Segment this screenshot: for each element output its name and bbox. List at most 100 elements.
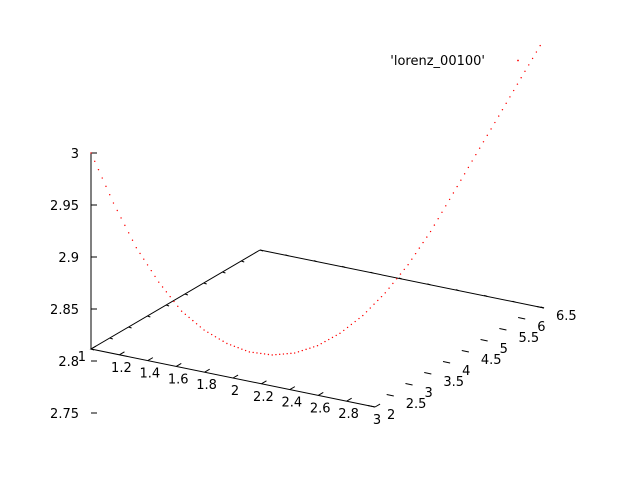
- data-point: [286, 353, 288, 355]
- y-front-tick: [128, 326, 132, 329]
- data-point: [143, 258, 145, 260]
- data-point: [478, 147, 481, 149]
- z-tick-label: 2.8: [58, 355, 79, 370]
- y-tick-label: 4: [462, 364, 470, 379]
- x-tick: [346, 397, 352, 402]
- y-front-tick: [222, 271, 226, 274]
- x-back-tick: [512, 300, 516, 303]
- x-tick: [204, 368, 210, 373]
- data-point: [343, 329, 345, 332]
- data-point: [369, 307, 371, 309]
- y-tick: [536, 306, 545, 309]
- data-point: [192, 319, 194, 322]
- data-point: [131, 239, 134, 241]
- x-tick: [90, 345, 97, 350]
- data-point: [509, 96, 511, 98]
- data-point: [267, 353, 270, 356]
- data-point: [365, 311, 368, 313]
- data-point: [384, 292, 386, 294]
- y-tick: [499, 328, 507, 331]
- x-back-tick: [455, 289, 459, 292]
- data-point: [452, 192, 455, 194]
- data-point: [531, 57, 534, 60]
- x-tick-label: 2: [231, 384, 239, 399]
- data-point: [244, 349, 247, 352]
- data-point: [463, 173, 466, 175]
- y-tick: [461, 350, 469, 353]
- y-tick-label: 3: [425, 386, 433, 401]
- data-point: [97, 168, 100, 171]
- data-point: [184, 313, 187, 316]
- y-tick-label: 2.5: [406, 397, 427, 412]
- y-tick: [424, 372, 432, 375]
- data-point: [456, 185, 458, 188]
- data-point: [414, 252, 417, 255]
- legend-marker: [517, 59, 519, 62]
- y-front-tick: [147, 315, 151, 318]
- y-front-tick: [109, 337, 113, 340]
- data-point: [448, 198, 451, 201]
- data-point: [146, 264, 149, 266]
- data-point: [199, 326, 202, 328]
- data-point: [248, 351, 251, 353]
- data-point: [388, 287, 390, 289]
- data-point: [471, 160, 473, 162]
- y-axis: 2 2.53 3.54 4.55 5.56 6.5: [90, 249, 577, 423]
- data-point: [229, 344, 232, 346]
- data-point: [346, 326, 349, 329]
- y-front-tick: [203, 282, 207, 285]
- data-point: [467, 166, 470, 169]
- data-point: [418, 247, 421, 249]
- data-point: [158, 281, 160, 283]
- data-point: [127, 232, 130, 234]
- data-point: [403, 268, 405, 271]
- data-point: [263, 353, 266, 355]
- z-tick-label: 2.95: [50, 199, 79, 214]
- x-back-tick: [484, 294, 488, 297]
- data-point: [411, 258, 413, 260]
- data-point: [150, 269, 152, 272]
- y-tick-label: 5.5: [518, 331, 539, 346]
- data-point: [169, 295, 171, 298]
- x-tick: [147, 357, 154, 362]
- x-tick: [232, 374, 239, 379]
- data-point: [350, 323, 353, 326]
- data-point: [218, 338, 220, 340]
- data-point: [124, 224, 126, 227]
- x-tick: [175, 362, 182, 367]
- y-front-tick: [241, 260, 245, 263]
- data-point: [290, 352, 292, 355]
- data-point: [399, 273, 402, 275]
- data-point: [328, 338, 330, 341]
- z-tick-label: 2.85: [50, 303, 79, 318]
- data-point: [501, 109, 504, 111]
- data-point: [210, 333, 213, 336]
- data-point: [105, 185, 107, 188]
- data-point: [380, 295, 383, 298]
- data-point: [282, 353, 285, 355]
- x-tick: [317, 391, 324, 396]
- x-tick-label: 3: [373, 413, 381, 428]
- y-tick: [518, 317, 526, 320]
- y-tick: [442, 361, 451, 364]
- data-point: [195, 323, 198, 325]
- data-point: [331, 336, 334, 339]
- data-point: [445, 205, 447, 207]
- x-tick-label: 2.2: [253, 390, 274, 405]
- data-point: [177, 305, 179, 308]
- data-point: [539, 44, 541, 47]
- x-tick-label: 1.4: [139, 367, 160, 382]
- z-tick-label: 2.9: [58, 251, 79, 266]
- data-point: [498, 115, 500, 117]
- data-point: [437, 218, 439, 220]
- data-point: [486, 134, 488, 137]
- data-point: [173, 300, 175, 303]
- y-front-tick: [259, 249, 264, 252]
- data-point: [293, 352, 296, 354]
- data-point: [271, 354, 273, 356]
- y-front-tick: [90, 348, 95, 351]
- x-tick: [374, 403, 381, 408]
- y-tick-label: 2: [387, 408, 395, 423]
- x-axis: 1.2 1.4 1.6 1.8 2 2.2 2.4 2.6 2.8 3 1: [78, 254, 545, 428]
- data-point: [252, 351, 254, 354]
